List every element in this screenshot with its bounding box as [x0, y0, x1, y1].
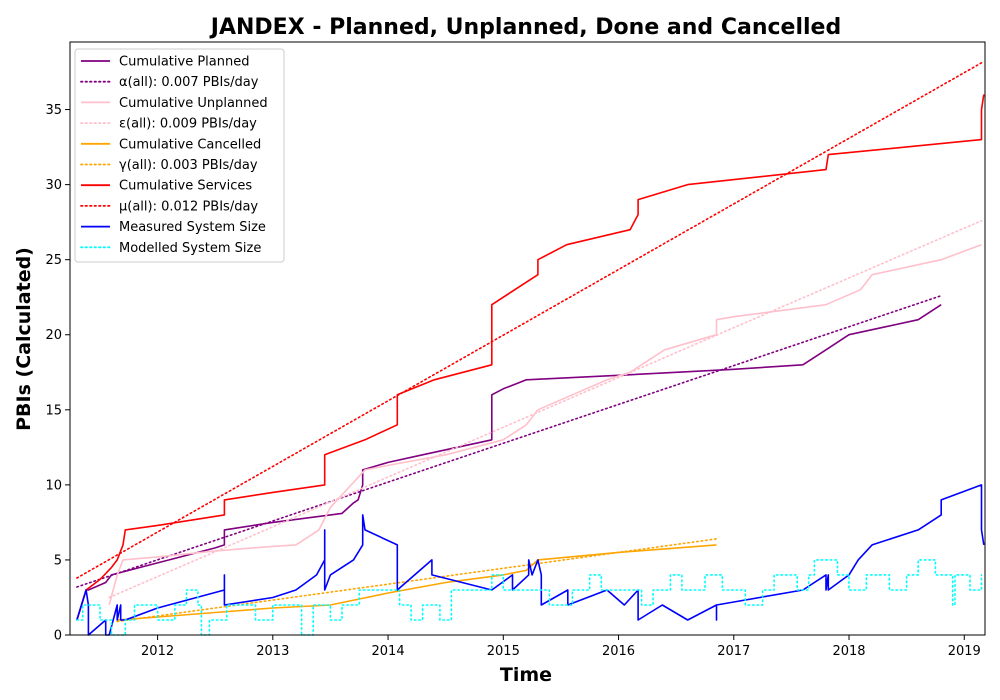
legend-label-cumulative-cancelled: Cumulative Cancelled [119, 137, 261, 152]
y-axis: 0 5 10 15 20 25 30 35 [45, 103, 70, 644]
y-tick-label: 20 [45, 328, 62, 343]
series-line-all-0-007-pbis-day [76, 294, 942, 588]
x-axis: 2012 2013 2014 2015 2016 2017 2018 2019 [141, 635, 981, 659]
y-tick-label: 0 [54, 629, 62, 644]
series-layer [76, 60, 985, 636]
legend-label-all-0-007-pbis-day: α(all): 0.007 PBIs/day [119, 75, 259, 90]
legend-label-cumulative-unplanned: Cumulative Unplanned [119, 96, 268, 111]
x-tick-label: 2013 [256, 644, 289, 659]
x-tick-label: 2016 [602, 644, 635, 659]
plot-frame [69, 41, 986, 636]
legend-label-all-0-009-pbis-day: ε(all): 0.009 PBIs/day [119, 117, 257, 132]
x-tick-label: 2015 [487, 644, 520, 659]
y-tick-label: 5 [54, 553, 62, 568]
series-line-all-0-009-pbis-day [108, 219, 983, 599]
series-line-modelled-system-size [76, 559, 983, 636]
legend-label-cumulative-planned: Cumulative Planned [119, 55, 249, 70]
legend-label-all-0-012-pbis-day: μ(all): 0.012 PBIs/day [119, 199, 258, 214]
chart-title: JANDEX - Planned, Unplanned, Done and Ca… [209, 15, 841, 40]
legend: Cumulative Planned α(all): 0.007 PBIs/day… [74, 48, 285, 263]
y-tick-label: 30 [45, 178, 62, 193]
series-line-cumulative-unplanned [108, 243, 982, 606]
series-line-all-0-012-pbis-day [76, 60, 985, 579]
x-axis-label: Time [500, 664, 552, 686]
y-tick-label: 15 [45, 403, 62, 418]
y-tick-label: 25 [45, 253, 62, 268]
legend-label-cumulative-services: Cumulative Services [119, 179, 252, 194]
plot-area [69, 41, 986, 636]
series-line-cumulative-services [76, 94, 985, 621]
series-line-cumulative-cancelled [117, 544, 717, 621]
y-tick-label: 10 [45, 478, 62, 493]
x-tick-label: 2014 [372, 644, 405, 659]
x-tick-label: 2012 [141, 644, 174, 659]
legend-label-measured-system-size: Measured System Size [119, 220, 266, 235]
x-tick-label: 2018 [832, 644, 865, 659]
x-tick-label: 2017 [717, 644, 750, 659]
y-tick-label: 35 [45, 103, 62, 118]
legend-box [74, 48, 285, 263]
legend-label-modelled-system-size: Modelled System Size [119, 241, 261, 256]
legend-label-all-0-003-pbis-day: γ(all): 0.003 PBIs/day [119, 158, 258, 173]
x-tick-label: 2019 [948, 644, 981, 659]
series-line-all-0-003-pbis-day [116, 538, 718, 623]
y-axis-label: PBIs (Calculated) [13, 247, 35, 431]
series-line-cumulative-planned [76, 304, 942, 621]
